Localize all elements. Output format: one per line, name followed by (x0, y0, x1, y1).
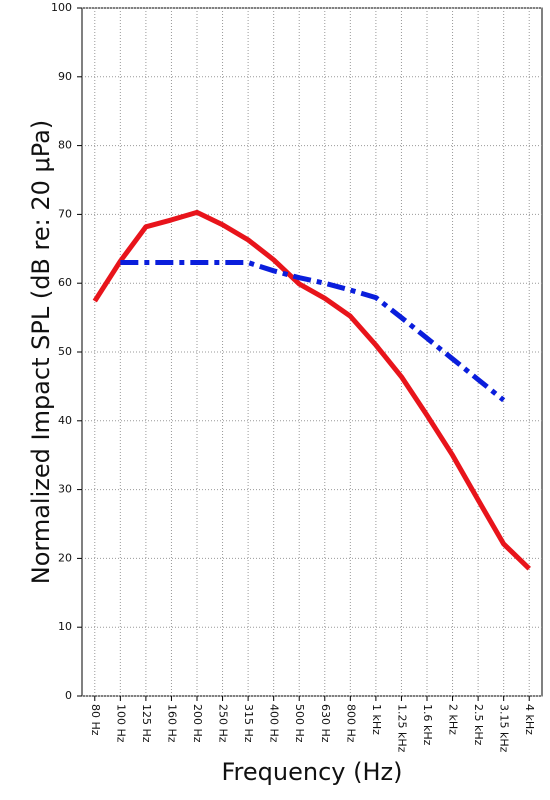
y-tick-label: 50 (58, 345, 72, 358)
x-tick-label: 1.25 kHz (395, 704, 408, 753)
y-tick-label: 40 (58, 414, 72, 427)
x-tick-label: 160 Hz (165, 704, 178, 743)
y-tick-label: 80 (58, 139, 72, 152)
y-tick-label: 10 (58, 620, 72, 633)
x-tick-label: 4 kHz (523, 704, 536, 735)
x-tick-label: 630 Hz (319, 704, 332, 743)
x-tick-label: 125 Hz (140, 704, 153, 743)
series-line (120, 260, 506, 403)
x-tick-label: 2 kHz (447, 704, 460, 735)
x-tick-label: 200 Hz (191, 704, 204, 743)
x-tick-label: 800 Hz (344, 704, 357, 743)
y-tick-label: 30 (58, 483, 72, 496)
y-tick-label: 100 (51, 1, 72, 14)
y-tick-label: 60 (58, 276, 72, 289)
y-tick-label: 0 (65, 689, 72, 702)
x-tick-label: 1.6 kHz (421, 704, 434, 746)
y-tick-label: 20 (58, 551, 72, 564)
x-tick-label: 1 kHz (370, 704, 383, 735)
x-tick-label: 250 Hz (217, 704, 230, 743)
x-tick-label: 3.15 kHz (498, 704, 511, 753)
x-axis-label: Frequency (Hz) (222, 758, 403, 786)
y-tick-label: 90 (58, 70, 72, 83)
series-line (92, 209, 531, 571)
x-tick-label: 500 Hz (293, 704, 306, 743)
x-tick-label: 100 Hz (114, 704, 127, 743)
x-tick-label: 2.5 kHz (472, 704, 485, 746)
x-tick-label: 80 Hz (89, 704, 102, 736)
y-tick-label: 70 (58, 207, 72, 220)
x-tick-label: 315 Hz (242, 704, 255, 743)
y-axis-label: Normalized Impact SPL (dB re: 20 μPa) (27, 120, 55, 584)
x-tick-label: 400 Hz (268, 704, 281, 743)
